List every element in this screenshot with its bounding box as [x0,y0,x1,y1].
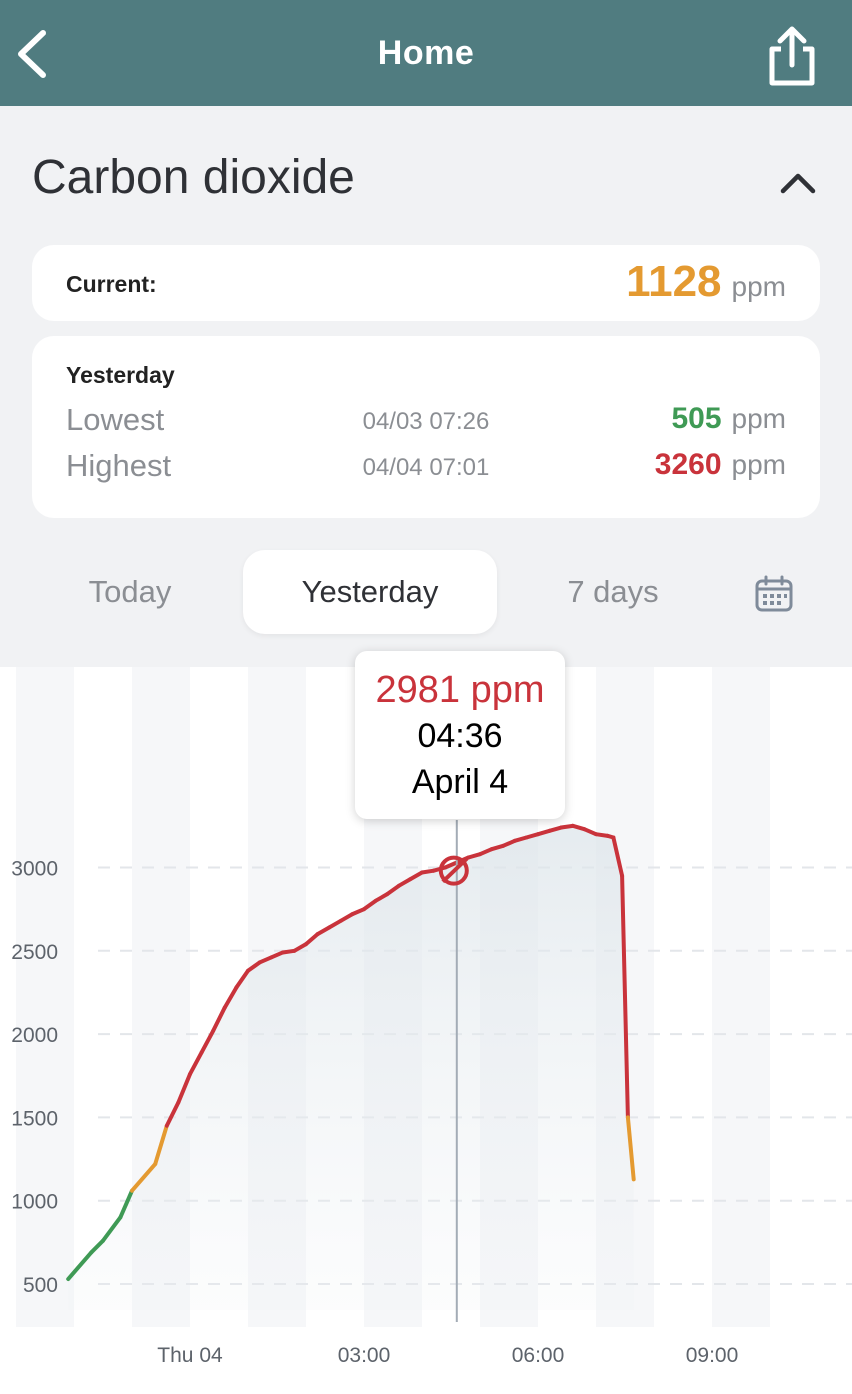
stat-unit: ppm [731,449,786,480]
chart-line-segment [327,918,343,930]
chevron-up-icon [780,173,816,194]
chart-line-segment [188,1050,204,1077]
tab-yesterday[interactable]: Yesterday [243,550,497,634]
chart-line-segment [373,892,390,903]
sensor-title: Carbon dioxide [32,151,355,204]
y-tick-label: 3000 [11,858,58,881]
chart-line-segment [234,968,250,990]
y-tick-label: 500 [23,1274,58,1297]
chart-tooltip: 2981 ppm 04:36 April 4 [355,651,565,819]
stat-row-highest: Highest 04/04 07:01 3260 ppm [32,446,820,486]
chart-band [16,667,74,1327]
chart-line-segment [396,877,413,888]
stat-value-group: 3260 ppm [655,448,786,482]
share-icon [769,26,815,86]
chart-line-segment [199,1028,216,1055]
current-value: 1128 [626,257,722,306]
chart-line-segment [524,832,540,840]
chart-line-segment [625,1115,636,1182]
chart-line-segment [512,835,529,843]
chart-line-segment [501,838,517,848]
x-tick-label: 06:00 [512,1344,565,1367]
y-tick-label: 2000 [11,1024,58,1047]
back-button[interactable] [10,27,56,81]
y-tick-label: 1500 [11,1107,58,1130]
tab-7-days[interactable]: 7 days [567,574,659,609]
tooltip-value: 2981 ppm [375,669,545,711]
chart-line-segment [292,942,308,953]
current-reading-card: Current: 1128 ppm [32,245,820,321]
stat-row-lowest: Lowest 04/03 07:26 505 ppm [32,400,820,440]
stat-value: 3260 [654,448,722,481]
stat-name: Lowest [66,402,165,437]
current-value-group: 1128 ppm [626,257,786,307]
chart-line-segment [66,1250,94,1282]
chart-line-segment [489,843,506,852]
current-unit: ppm [731,271,786,302]
chart-line-segment [582,827,598,837]
x-tick-label: Thu 04 [157,1344,223,1367]
chart-marker-slash [441,857,469,884]
current-label: Current: [66,271,157,297]
chart-line-segment [269,950,285,960]
chart-line-segment [211,1005,227,1033]
chart-line-segment [350,907,366,917]
x-tick-label: 09:00 [686,1344,739,1367]
stats-card: Yesterday Lowest 04/03 07:26 505 ppm Hig… [32,336,820,518]
chart-line-segment [304,932,320,947]
chart-marker [438,855,469,886]
chart-line-segment [611,835,625,878]
chevron-left-icon [18,30,46,78]
chart-line-segment [257,955,274,965]
stat-name: Highest [66,448,172,483]
stat-value: 505 [671,402,722,435]
chart-line-segment [315,925,332,937]
stat-time: 04/03 07:26 [362,408,490,435]
chart-line-segment [164,1100,181,1128]
chart-line-segment [246,960,262,973]
chart-line-segment [89,1238,105,1255]
share-button[interactable] [762,24,822,88]
calendar-icon [755,575,793,612]
tab-today[interactable]: Today [88,574,172,609]
collapse-button[interactable] [770,158,826,206]
chart-line-segment [101,1215,123,1243]
y-tick-label: 2500 [11,941,58,964]
chart-line-segment [478,847,494,857]
stat-unit: ppm [731,403,786,434]
stat-value-group: 505 ppm [671,402,786,436]
y-tick-label: 1000 [11,1191,58,1214]
chart-line-segment [118,1188,134,1220]
tooltip-time: 04:36 [417,717,503,755]
page-title: Home [377,33,475,72]
calendar-button[interactable] [748,570,800,618]
chart-line-segment [536,828,552,837]
chart-line-segment [408,870,424,882]
chart-band [712,667,770,1327]
period-tabs: Today Yesterday 7 days [0,550,852,636]
chart-line-segment [385,883,401,897]
chart-line-segment [443,860,459,870]
chart-line-segment [176,1072,192,1105]
chart-line-segment [466,852,482,860]
chart-line-segment [130,1162,158,1193]
top-bar: Home [0,0,852,106]
stat-time: 04/04 07:01 [362,454,490,481]
x-tick-label: 03:00 [338,1344,391,1367]
chart-line-segment [547,825,564,833]
tooltip-date: April 4 [411,763,509,801]
chart-line-segment [153,1123,169,1167]
chart-line-segment [362,898,378,912]
chart-area [68,825,634,1310]
chart-line-segment [570,823,587,832]
chart-line-segment [338,912,355,923]
chart-line-segment [620,873,630,1120]
chart-line-segment [222,985,239,1010]
stats-heading: Yesterday [66,362,175,388]
